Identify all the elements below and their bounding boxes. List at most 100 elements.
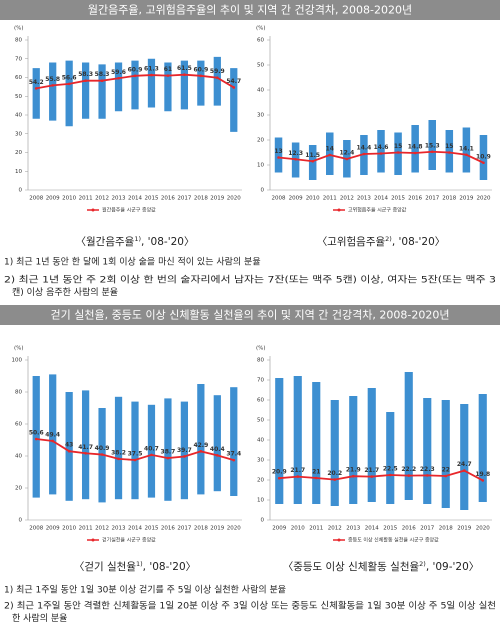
range-bar bbox=[65, 392, 73, 501]
x-tick-label: 2009 bbox=[46, 526, 60, 532]
median-point bbox=[199, 450, 203, 453]
footnote: 1) 최근 1주일 동안 1일 30분 이상 걷기를 주 5일 이상 실천한 사… bbox=[4, 584, 286, 596]
median-point bbox=[67, 82, 71, 86]
value-label: 12.3 bbox=[288, 150, 303, 157]
caption-part: 2) bbox=[385, 235, 392, 243]
value-label: 14 bbox=[326, 146, 334, 153]
x-tick-label: 2013 bbox=[346, 526, 360, 532]
range-bar bbox=[462, 127, 471, 173]
x-tick-label: 2017 bbox=[177, 526, 191, 532]
value-label: 59.6 bbox=[111, 69, 126, 76]
median-point bbox=[362, 152, 366, 156]
value-label: 13 bbox=[274, 148, 282, 155]
median-point bbox=[328, 153, 332, 157]
footnote: 2) 최근 1년 동안 주 2회 이상 한 번의 술자리에서 남자는 7잔(또는… bbox=[4, 274, 496, 286]
value-label: 37.5 bbox=[128, 451, 143, 458]
range-bar bbox=[411, 125, 419, 173]
median-point bbox=[430, 150, 434, 154]
median-point bbox=[396, 151, 400, 154]
y-tick-label: 40 bbox=[257, 438, 264, 444]
x-tick-label: 2011 bbox=[309, 526, 323, 532]
median-point bbox=[314, 476, 318, 480]
range-bar bbox=[274, 137, 283, 173]
y-tick-label: 100 bbox=[12, 358, 23, 364]
x-tick-label: 2013 bbox=[357, 196, 371, 202]
value-label: 14.6 bbox=[374, 144, 389, 151]
y-tick-label: 50 bbox=[257, 418, 264, 424]
x-tick-label: 2015 bbox=[391, 196, 405, 202]
value-label: 14.8 bbox=[408, 144, 423, 151]
x-tick-label: 2012 bbox=[95, 196, 109, 202]
value-label: 59.9 bbox=[210, 68, 225, 75]
value-label: 42.9 bbox=[193, 442, 208, 449]
median-point bbox=[117, 76, 120, 80]
value-label: 22 bbox=[442, 467, 450, 474]
y-tick-label: 40 bbox=[257, 88, 264, 94]
y-tick-label: 70 bbox=[257, 378, 264, 384]
median-line bbox=[279, 469, 484, 482]
value-label: 21.9 bbox=[346, 467, 361, 474]
median-point bbox=[133, 74, 137, 78]
value-label: 43 bbox=[65, 442, 73, 449]
median-point bbox=[448, 151, 451, 154]
median-point bbox=[150, 453, 153, 457]
x-tick-label: 2015 bbox=[144, 196, 158, 202]
header-title: 걷기 실천율, 중등도 이상 신체활동 실천율의 추이 및 지역 간 건강격차,… bbox=[51, 308, 450, 322]
median-point bbox=[370, 475, 374, 478]
y-tick-label: 10 bbox=[257, 163, 264, 169]
value-label: 24.7 bbox=[457, 461, 472, 468]
median-point bbox=[232, 458, 236, 462]
x-tick-label: 2009 bbox=[289, 196, 303, 202]
y-axis-label: (%) bbox=[256, 346, 266, 352]
median-point bbox=[166, 456, 170, 460]
footnote: 캔) 이상 음주한 사람의 분율 bbox=[12, 286, 118, 298]
median-point bbox=[465, 153, 468, 157]
range-bar bbox=[275, 378, 284, 504]
median-point bbox=[345, 157, 349, 161]
y-tick-label: 40 bbox=[15, 454, 22, 460]
median-point bbox=[183, 455, 186, 458]
range-bar bbox=[423, 398, 432, 504]
caption-part: 〈고위험음주율 bbox=[317, 235, 386, 248]
range-bar bbox=[180, 60, 189, 110]
x-tick-label: 2020 bbox=[227, 196, 241, 202]
y-tick-label: 80 bbox=[257, 358, 264, 364]
y-tick-label: 60 bbox=[257, 398, 264, 404]
value-label: 12.4 bbox=[339, 150, 354, 157]
y-tick-label: 30 bbox=[257, 113, 264, 119]
value-label: 21 bbox=[312, 469, 320, 476]
footnote: 2) 최근 1주일 동안 격렬한 신체활동을 1일 20분 이상 주 3일 이상… bbox=[4, 600, 496, 612]
range-bar bbox=[114, 396, 123, 500]
value-label: 39.7 bbox=[177, 447, 192, 454]
x-tick-label: 2008 bbox=[29, 196, 43, 202]
median-point bbox=[425, 474, 429, 477]
y-tick-label: 0 bbox=[261, 518, 265, 524]
value-label: 20.2 bbox=[327, 470, 342, 477]
legend-label: 중등도 이상 신체활동 실천율 시군구 중앙값 bbox=[348, 537, 439, 544]
range-bar bbox=[293, 376, 302, 504]
median-point bbox=[294, 157, 297, 161]
x-tick-label: 2016 bbox=[161, 526, 175, 532]
value-label: 61 bbox=[164, 66, 172, 73]
range-bar bbox=[349, 396, 358, 504]
y-tick-label: 60 bbox=[257, 38, 264, 44]
x-tick-label: 2013 bbox=[112, 196, 126, 202]
median-point bbox=[51, 439, 54, 443]
y-axis-label: (%) bbox=[14, 346, 24, 352]
median-point bbox=[51, 84, 54, 87]
median-point bbox=[117, 457, 120, 461]
header-bar bbox=[0, 0, 500, 20]
x-tick-label: 2019 bbox=[210, 196, 224, 202]
caption-part: , '09-'20〉 bbox=[426, 561, 479, 573]
median-point bbox=[482, 161, 485, 165]
value-label: 40.9 bbox=[95, 445, 110, 452]
caption-part: , '08-'20〉 bbox=[143, 561, 196, 573]
x-tick-label: 2010 bbox=[291, 526, 305, 532]
y-tick-label: 20 bbox=[15, 486, 22, 492]
caption-part: 1) bbox=[136, 560, 143, 568]
value-label: 54.2 bbox=[29, 79, 44, 86]
legend-marker bbox=[91, 208, 95, 212]
range-bar bbox=[479, 135, 488, 180]
y-axis-label: (%) bbox=[256, 26, 266, 32]
